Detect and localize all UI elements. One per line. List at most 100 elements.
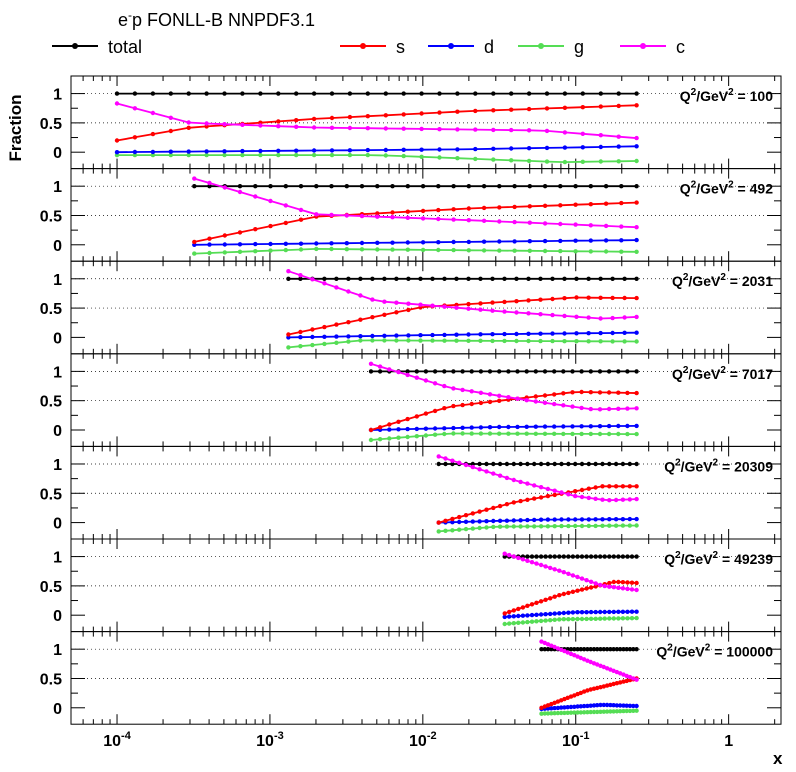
data-point-d xyxy=(561,424,566,429)
data-point-d xyxy=(497,239,502,244)
data-point-c xyxy=(286,269,291,274)
data-point-s xyxy=(584,586,589,591)
data-point-c xyxy=(527,220,532,225)
data-point-g xyxy=(442,338,447,343)
data-point-c xyxy=(294,124,299,129)
data-point-total xyxy=(533,369,538,374)
data-point-s xyxy=(634,295,639,301)
data-point-d xyxy=(598,330,603,336)
data-point-c xyxy=(525,481,530,486)
data-point-g xyxy=(591,709,597,715)
data-point-d xyxy=(298,241,304,246)
x-axis: 10-4 10-3 10-2 10-1 1 xyxy=(103,730,733,750)
data-point-c xyxy=(610,315,615,321)
data-point-c xyxy=(509,127,514,133)
data-point-c xyxy=(566,492,571,497)
data-point-g xyxy=(598,339,603,344)
data-point-d xyxy=(329,148,335,153)
legend-label-d: d xyxy=(484,37,494,57)
data-point-s xyxy=(518,498,523,504)
data-point-total xyxy=(593,461,598,467)
data-point-c xyxy=(507,552,512,558)
data-point-c xyxy=(204,121,209,126)
data-point-total xyxy=(534,554,539,559)
data-point-total xyxy=(490,276,495,281)
data-point-d xyxy=(298,335,303,340)
data-point-s xyxy=(562,105,568,111)
data-point-d xyxy=(555,705,561,711)
data-point-c xyxy=(375,214,380,219)
data-point-d xyxy=(222,242,227,247)
data-point-c xyxy=(627,674,633,680)
data-point-c xyxy=(524,398,529,403)
data-point-total xyxy=(514,276,519,281)
data-point-d xyxy=(538,517,544,522)
data-point-s xyxy=(450,516,455,522)
data-point-s xyxy=(573,489,578,494)
data-point-c xyxy=(450,458,455,463)
data-point-d xyxy=(470,519,475,524)
data-point-d xyxy=(625,609,630,614)
data-point-total xyxy=(186,91,191,96)
data-point-total xyxy=(539,647,544,652)
data-point-g xyxy=(562,159,568,165)
data-point-c xyxy=(377,364,383,369)
data-point-g xyxy=(570,616,576,622)
data-point-s xyxy=(469,401,474,407)
data-point-d xyxy=(375,240,380,245)
x-axis-label: x xyxy=(773,749,783,768)
data-point-total xyxy=(526,276,531,281)
data-point-g xyxy=(634,615,639,621)
data-point-d xyxy=(614,703,620,708)
data-point-s xyxy=(585,688,590,693)
data-point-d xyxy=(634,609,639,614)
data-point-g xyxy=(588,709,593,715)
data-point-c xyxy=(575,574,580,580)
data-point-d xyxy=(613,517,619,522)
data-point-g xyxy=(634,339,639,344)
data-point-d xyxy=(598,144,603,150)
data-point-s xyxy=(568,694,574,699)
data-point-s xyxy=(616,103,621,109)
data-point-total xyxy=(346,276,351,281)
data-point-g xyxy=(298,247,304,252)
data-point-g xyxy=(600,523,605,528)
data-point-c xyxy=(358,293,363,298)
data-point-c xyxy=(481,218,487,223)
q2-label: Q2/GeV2 = 7017 xyxy=(672,365,773,382)
data-point-c xyxy=(629,587,635,592)
y-tick-label: 1 xyxy=(53,550,62,567)
data-point-c xyxy=(548,565,553,571)
data-point-d xyxy=(382,333,387,338)
data-point-c xyxy=(581,657,587,662)
data-point-c xyxy=(598,316,603,321)
data-point-total xyxy=(370,276,375,281)
data-point-g xyxy=(358,338,363,343)
data-point-c xyxy=(622,315,627,320)
data-point-total xyxy=(620,461,626,467)
data-point-d xyxy=(562,145,568,150)
data-point-d xyxy=(186,149,191,154)
data-point-s xyxy=(346,320,351,325)
data-point-g xyxy=(368,437,374,443)
data-point-g xyxy=(634,708,639,713)
data-point-c xyxy=(268,198,273,204)
series-line-c xyxy=(116,102,637,139)
data-point-c xyxy=(616,585,621,590)
q2-label: Q2/GeV2 = 100 xyxy=(680,87,773,104)
data-point-d xyxy=(580,145,585,150)
legend-label-s: s xyxy=(396,37,405,57)
data-point-g xyxy=(586,523,591,529)
data-point-total xyxy=(497,184,502,189)
data-point-g xyxy=(607,523,612,528)
data-point-total xyxy=(382,276,387,281)
data-point-s xyxy=(491,505,496,511)
data-point-c xyxy=(497,219,502,224)
data-point-d xyxy=(562,705,567,710)
y-tick-label: 0 xyxy=(53,608,62,625)
data-point-total xyxy=(329,184,334,189)
data-point-g xyxy=(334,340,339,345)
data-point-c xyxy=(484,469,489,474)
series-line-g xyxy=(117,154,637,164)
data-point-s xyxy=(311,116,317,122)
